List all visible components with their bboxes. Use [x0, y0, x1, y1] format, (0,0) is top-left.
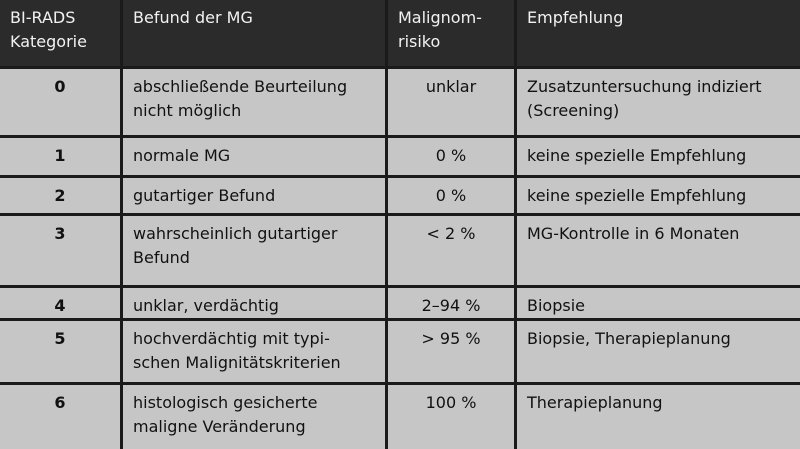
- table-cell: hochverdächtig mit typi-schen Malignität…: [123, 321, 385, 382]
- cell-text: hochverdächtig mit typi-: [133, 329, 330, 348]
- cell-text: < 2 %: [426, 224, 476, 243]
- table-cell: MG-Kontrolle in 6 Monaten: [517, 216, 800, 285]
- cell-text: (Screening): [527, 101, 620, 120]
- table-cell: 0 %: [388, 138, 514, 175]
- table-cell: Biopsie, Therapieplanung: [517, 321, 800, 382]
- cell-text: 3: [54, 224, 66, 243]
- cell-text: risiko: [398, 32, 441, 51]
- cell-text: Befund: [133, 248, 190, 267]
- table-cell: keine spezielle Empfehlung: [517, 178, 800, 213]
- cell-text: 6: [54, 393, 66, 412]
- cell-text: nicht möglich: [133, 101, 242, 120]
- table-cell: < 2 %: [388, 216, 514, 285]
- cell-text: Biopsie, Therapieplanung: [527, 329, 731, 348]
- table-cell: normale MG: [123, 138, 385, 175]
- cell-text: Malignom-: [398, 8, 482, 27]
- table-cell: 5: [0, 321, 120, 382]
- header-cell: Malignom-risiko: [388, 0, 514, 66]
- cell-text: Zusatzuntersuchung indiziert: [527, 77, 762, 96]
- table-cell: wahrscheinlich gutartiger Befund: [123, 216, 385, 285]
- cell-text: Biopsie: [527, 296, 585, 315]
- cell-text: 100 %: [425, 393, 477, 412]
- cell-text: normale MG: [133, 146, 231, 165]
- table-cell: keine spezielle Empfehlung: [517, 138, 800, 175]
- cell-text: BI-RADS: [10, 8, 76, 27]
- table-cell: 1: [0, 138, 120, 175]
- header-cell: BI-RADS Kategorie: [0, 0, 120, 66]
- cell-text: MG-Kontrolle in 6 Monaten: [527, 224, 740, 243]
- cell-text: 4: [54, 296, 66, 315]
- table-cell: 2–94 %: [388, 288, 514, 318]
- cell-text: 0 %: [435, 146, 467, 165]
- cell-text: keine spezielle Empfehlung: [527, 146, 747, 165]
- cell-text: keine spezielle Empfehlung: [527, 186, 747, 205]
- header-cell: Empfehlung: [517, 0, 800, 66]
- table-cell: 4: [0, 288, 120, 318]
- cell-text: > 95 %: [421, 329, 481, 348]
- table-cell: Biopsie: [517, 288, 800, 318]
- cell-text: Befund der MG: [133, 8, 253, 27]
- table-cell: 2: [0, 178, 120, 213]
- table-cell: 0: [0, 69, 120, 135]
- table-cell: 0 %: [388, 178, 514, 213]
- cell-text: histologisch gesicherte: [133, 393, 318, 412]
- cell-text: Empfehlung: [527, 8, 624, 27]
- cell-text: 5: [54, 329, 66, 348]
- table-cell: Therapieplanung: [517, 385, 800, 449]
- table-cell: 100 %: [388, 385, 514, 449]
- cell-text: Kategorie: [10, 32, 87, 51]
- table-cell: abschließende Beurteilung nicht möglich: [123, 69, 385, 135]
- table-cell: 3: [0, 216, 120, 285]
- table-cell: Zusatzuntersuchung indiziert (Screening): [517, 69, 800, 135]
- cell-text: Therapieplanung: [527, 393, 663, 412]
- cell-text: gutartiger Befund: [133, 186, 276, 205]
- cell-text: abschließende Beurteilung: [133, 77, 348, 96]
- cell-text: wahrscheinlich gutartiger: [133, 224, 338, 243]
- table-cell: > 95 %: [388, 321, 514, 382]
- cell-text: 0 %: [435, 186, 467, 205]
- table-cell: unklar, verdächtig: [123, 288, 385, 318]
- table-cell: unklar: [388, 69, 514, 135]
- table-cell: histologisch gesicherte maligne Veränderu…: [123, 385, 385, 449]
- header-cell: Befund der MG: [123, 0, 385, 66]
- table-cell: gutartiger Befund: [123, 178, 385, 213]
- cell-text: 2–94 %: [421, 296, 481, 315]
- table-cell: 6: [0, 385, 120, 449]
- cell-text: schen Malignitätskriterien: [133, 353, 341, 372]
- cell-text: 0: [54, 77, 66, 96]
- cell-text: 1: [54, 146, 66, 165]
- cell-text: 2: [54, 186, 66, 205]
- cell-text: maligne Veränderung: [133, 417, 306, 436]
- cell-text: unklar: [425, 77, 477, 96]
- cell-text: unklar, verdächtig: [133, 296, 279, 315]
